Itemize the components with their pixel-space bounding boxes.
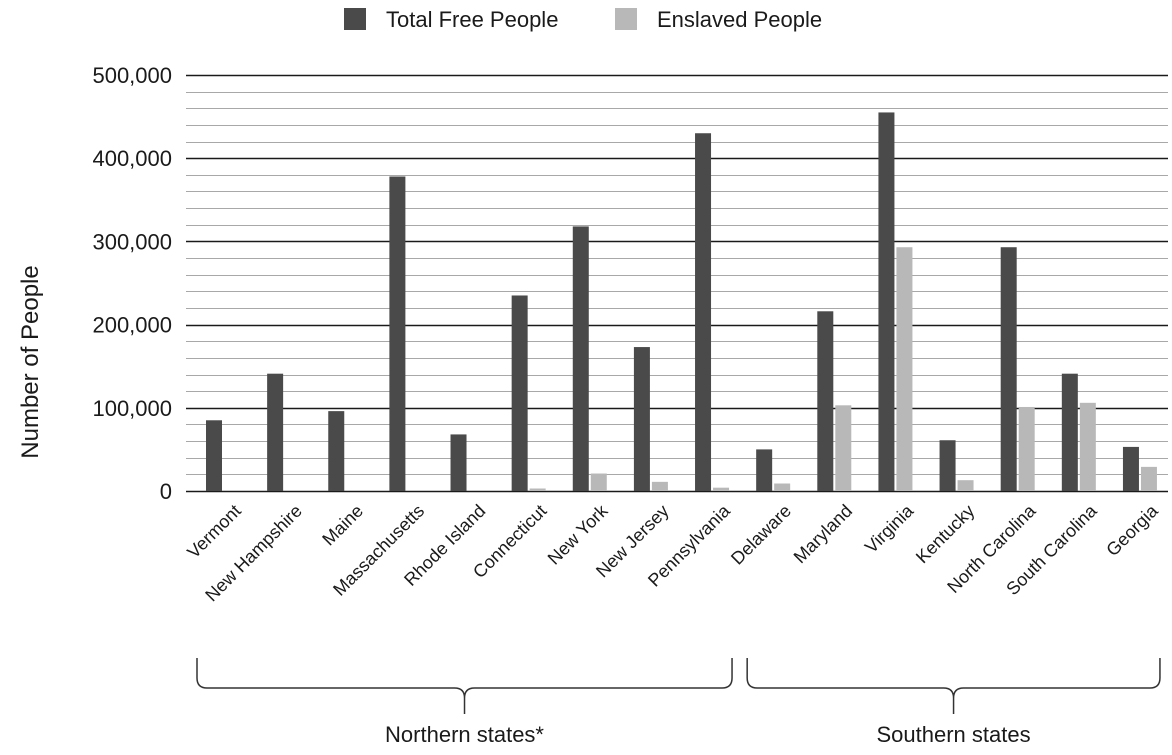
bar-enslaved-people-new-jersey (651, 481, 668, 491)
legend-swatch-total-free-people (344, 8, 366, 30)
y-tick-label: 0 (160, 479, 172, 504)
bar-enslaved-people-new-york (590, 473, 607, 491)
bar-total-free-people-new-york (572, 226, 589, 491)
bar-enslaved-people-kentucky (957, 480, 974, 491)
bar-enslaved-people-connecticut (529, 488, 546, 491)
y-axis-tick-labels: 500,000 400,000 300,000 200,000 100,000 0 (92, 63, 172, 504)
bar-enslaved-people-delaware (774, 483, 791, 491)
bar-total-free-people-georgia (1122, 446, 1139, 491)
bar-total-free-people-new-jersey (633, 347, 650, 491)
bar-total-free-people-massachusetts (389, 176, 406, 491)
x-tick-label-maryland: Maryland (790, 501, 856, 567)
bar-enslaved-people-virginia (896, 247, 913, 491)
bar-enslaved-people-south-carolina (1079, 402, 1096, 491)
y-tick-label: 100,000 (92, 396, 172, 421)
y-tick-label: 300,000 (92, 229, 172, 254)
bar-enslaved-people-maryland (835, 405, 852, 491)
x-tick-label-georgia: Georgia (1102, 500, 1162, 560)
bar-enslaved-people-north-carolina (1018, 406, 1035, 491)
bar-enslaved-people-pennsylvania (713, 487, 730, 491)
bars (206, 112, 1157, 492)
bar-total-free-people-vermont (206, 420, 222, 491)
x-tick-label-vermont: Vermont (183, 501, 245, 563)
x-tick-label-maine: Maine (318, 501, 367, 550)
group-label-northern-states: Northern states* (385, 722, 544, 747)
bar-total-free-people-connecticut (511, 295, 528, 491)
bar-total-free-people-virginia (878, 112, 895, 491)
y-tick-label: 400,000 (92, 146, 172, 171)
y-axis-label: Number of People (17, 265, 44, 458)
bar-total-free-people-maine (328, 411, 345, 491)
legend: Total Free People Enslaved People (344, 7, 822, 32)
bar-total-free-people-pennsylvania (695, 133, 712, 492)
legend-label-enslaved-people: Enslaved People (657, 7, 822, 32)
bar-total-free-people-delaware (756, 449, 773, 491)
bar-enslaved-people-georgia (1140, 466, 1157, 491)
legend-label-total-free-people: Total Free People (386, 7, 558, 32)
bar-total-free-people-rhode-island (450, 434, 467, 491)
y-tick-label: 200,000 (92, 313, 172, 338)
group-bracket-southern-states (746, 658, 1161, 714)
bar-total-free-people-new-hampshire (267, 373, 284, 491)
bar-total-free-people-south-carolina (1061, 373, 1078, 491)
bar-total-free-people-kentucky (939, 440, 956, 491)
group-bracket-northern-states (196, 658, 733, 714)
bar-total-free-people-maryland (817, 311, 834, 491)
x-tick-label-delaware: Delaware (727, 501, 795, 569)
group-label-southern-states: Southern states (877, 722, 1031, 747)
group-brackets: Northern states* Southern states (196, 658, 1161, 747)
bar-total-free-people-north-carolina (1000, 247, 1017, 491)
legend-swatch-enslaved-people (615, 8, 637, 30)
x-tick-label-virginia: Virginia (861, 500, 918, 557)
y-tick-label: 500,000 (92, 63, 172, 88)
